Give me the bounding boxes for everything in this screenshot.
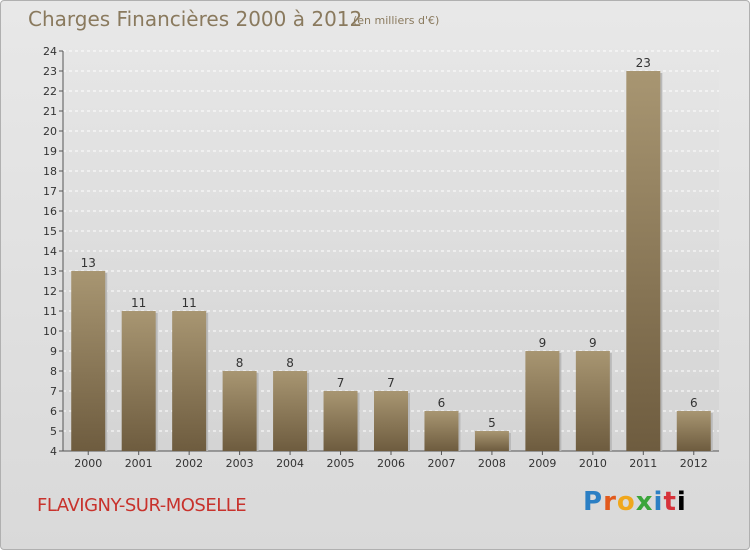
- y-tick-label: 4: [50, 445, 57, 458]
- x-tick-label: 2007: [427, 457, 455, 470]
- data-label: 5: [488, 416, 496, 430]
- logo-letter: i: [676, 487, 687, 517]
- bar: [575, 351, 610, 451]
- y-tick-label: 19: [43, 145, 57, 158]
- bar: [474, 431, 509, 451]
- y-tick-label: 24: [43, 45, 57, 58]
- x-tick-label: 2002: [175, 457, 203, 470]
- y-tick-label: 17: [43, 185, 57, 198]
- logo-letter: x: [635, 487, 654, 517]
- y-tick-label: 9: [50, 345, 57, 358]
- bar: [424, 411, 459, 451]
- y-tick-label: 10: [43, 325, 57, 338]
- data-label: 8: [286, 356, 294, 370]
- bar: [71, 271, 106, 451]
- logo-letter: o: [616, 487, 636, 517]
- data-label: 7: [387, 376, 395, 390]
- x-tick-label: 2001: [125, 457, 153, 470]
- bar: [676, 411, 711, 451]
- y-tick-label: 12: [43, 285, 57, 298]
- data-label: 9: [539, 336, 547, 350]
- x-tick-label: 2003: [226, 457, 254, 470]
- proxiti-logo[interactable]: Proxiti: [583, 487, 687, 517]
- data-label: 9: [589, 336, 597, 350]
- logo-letter: r: [603, 487, 617, 517]
- x-tick-label: 2009: [528, 457, 556, 470]
- x-tick-label: 2000: [74, 457, 102, 470]
- chart-title: Charges Financières 2000 à 2012: [28, 7, 363, 31]
- x-tick-label: 2005: [327, 457, 355, 470]
- y-tick-label: 11: [43, 305, 57, 318]
- y-tick-label: 6: [50, 405, 57, 418]
- bar: [273, 371, 308, 451]
- commune-name: FLAVIGNY-SUR-MOSELLE: [37, 495, 247, 516]
- data-label: 11: [182, 296, 197, 310]
- x-tick-label: 2012: [680, 457, 708, 470]
- data-label: 13: [81, 256, 96, 270]
- bar: [626, 71, 661, 451]
- x-tick-label: 2010: [579, 457, 607, 470]
- y-tick-label: 14: [43, 245, 57, 258]
- y-tick-label: 7: [50, 385, 57, 398]
- bar: [172, 311, 207, 451]
- bar: [222, 371, 257, 451]
- y-tick-label: 23: [43, 65, 57, 78]
- x-tick-label: 2008: [478, 457, 506, 470]
- y-tick-label: 5: [50, 425, 57, 438]
- logo-letter: t: [663, 487, 677, 517]
- x-tick-label: 2011: [629, 457, 657, 470]
- y-tick-label: 13: [43, 265, 57, 278]
- logo-letter: i: [653, 487, 664, 517]
- x-tick-label: 2004: [276, 457, 304, 470]
- y-tick-label: 8: [50, 365, 57, 378]
- bar: [121, 311, 156, 451]
- data-label: 11: [131, 296, 146, 310]
- bar: [323, 391, 358, 451]
- bar: [525, 351, 560, 451]
- data-label: 6: [438, 396, 446, 410]
- data-label: 6: [690, 396, 698, 410]
- y-tick-label: 22: [43, 85, 57, 98]
- y-tick-label: 20: [43, 125, 57, 138]
- y-tick-label: 16: [43, 205, 57, 218]
- y-tick-label: 15: [43, 225, 57, 238]
- data-label: 8: [236, 356, 244, 370]
- x-tick-label: 2006: [377, 457, 405, 470]
- bar: [374, 391, 408, 451]
- data-label: 7: [337, 376, 345, 390]
- chart-subtitle: (en milliers d'€): [353, 14, 440, 27]
- y-tick-label: 21: [43, 105, 57, 118]
- logo-letter: P: [583, 487, 604, 517]
- data-label: 23: [636, 56, 651, 70]
- y-tick-label: 18: [43, 165, 57, 178]
